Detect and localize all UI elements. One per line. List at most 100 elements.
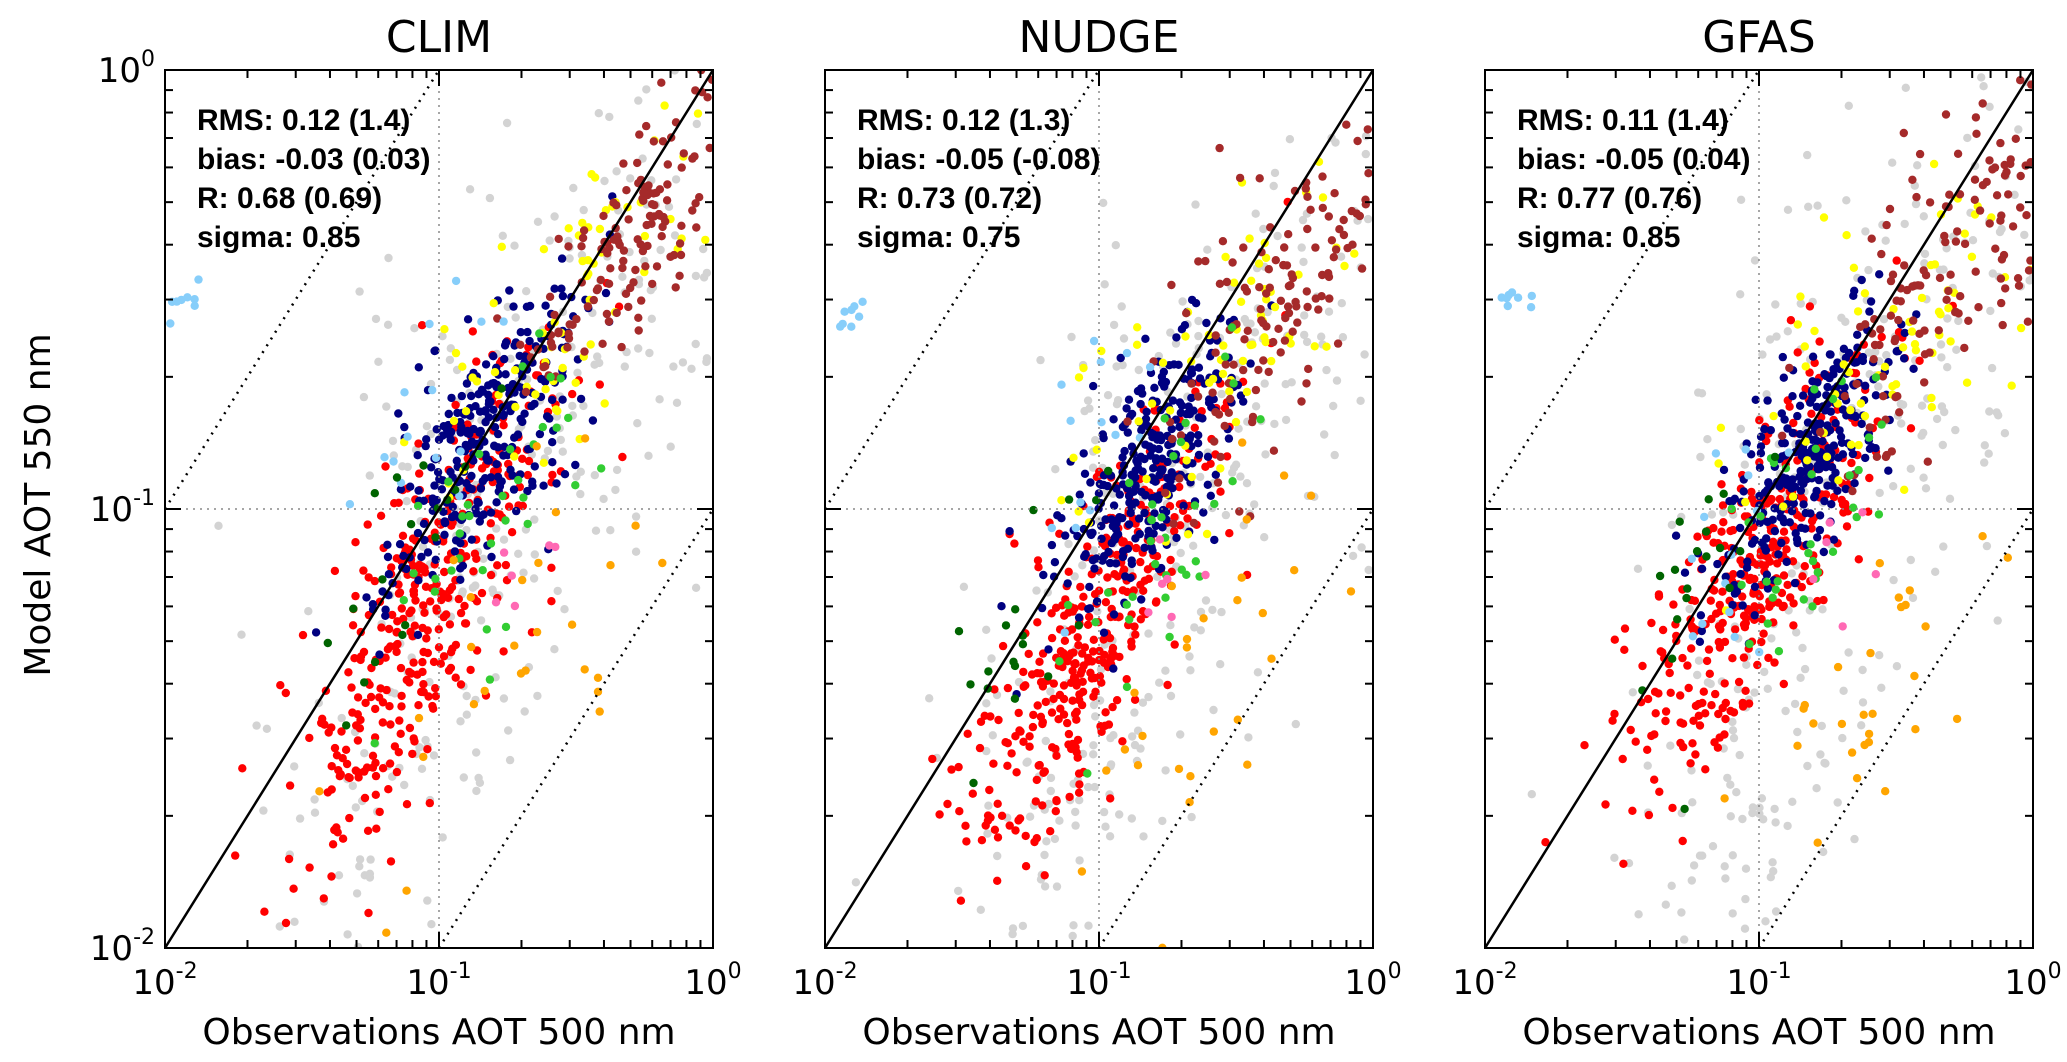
- data-point: [1170, 526, 1179, 536]
- data-point: [295, 814, 305, 823]
- data-point: [1335, 225, 1344, 234]
- data-point: [1741, 445, 1750, 454]
- data-point: [1944, 286, 1953, 296]
- data-point: [1801, 384, 1810, 394]
- data-point: [1191, 557, 1201, 566]
- data-point: [1892, 662, 1902, 671]
- data-point: [451, 348, 461, 358]
- data-point: [580, 665, 589, 674]
- data-point: [624, 215, 633, 224]
- data-point: [1793, 538, 1802, 548]
- data-point: [577, 242, 586, 251]
- data-point: [1032, 775, 1042, 785]
- data-point: [452, 456, 461, 465]
- data-point: [1497, 293, 1506, 302]
- data-point: [954, 886, 963, 896]
- data-point: [1176, 730, 1185, 739]
- data-point: [1038, 719, 1047, 729]
- data-point: [1919, 212, 1929, 221]
- data-point: [455, 529, 464, 538]
- data-point: [407, 606, 416, 615]
- data-point: [491, 598, 501, 607]
- data-point: [1661, 707, 1671, 716]
- data-point: [599, 494, 608, 504]
- data-point: [1172, 333, 1181, 342]
- data-point: [1993, 616, 2002, 625]
- data-point: [349, 604, 358, 613]
- data-point: [541, 385, 550, 394]
- data-point: [1086, 478, 1095, 487]
- data-point: [1686, 759, 1695, 768]
- data-point: [1839, 344, 1849, 353]
- data-point: [493, 472, 503, 482]
- data-point: [1756, 560, 1766, 569]
- data-point: [1036, 355, 1045, 365]
- data-point: [1097, 534, 1106, 543]
- data-point: [237, 630, 246, 639]
- data-point: [1834, 453, 1843, 462]
- data-point: [1867, 443, 1877, 452]
- data-point: [1167, 434, 1177, 444]
- stat-line: bias: -0.05 (0.04): [1517, 143, 1750, 176]
- data-point: [1760, 667, 1769, 677]
- data-point: [1644, 810, 1654, 820]
- data-point: [337, 727, 346, 736]
- data-point: [538, 422, 547, 432]
- data-point: [1063, 718, 1072, 728]
- data-point: [1619, 859, 1628, 868]
- data-point: [1849, 503, 1858, 512]
- data-point: [1833, 798, 1842, 807]
- data-point: [565, 254, 574, 263]
- data-point: [486, 473, 496, 482]
- data-point: [1831, 419, 1840, 428]
- data-point: [572, 472, 581, 481]
- data-point: [1118, 360, 1127, 370]
- data-point: [1070, 572, 1079, 581]
- data-point: [1231, 417, 1241, 427]
- data-point: [1190, 501, 1200, 510]
- data-point: [614, 237, 623, 246]
- data-point: [1099, 433, 1108, 443]
- data-point: [305, 863, 314, 872]
- data-point: [1049, 679, 1059, 688]
- data-point: [1771, 300, 1780, 309]
- data-point: [1717, 480, 1726, 489]
- data-point: [1874, 382, 1883, 391]
- data-point: [486, 519, 495, 528]
- data-point: [415, 564, 424, 574]
- data-point: [1978, 181, 1988, 190]
- data-point: [508, 471, 517, 480]
- data-point: [1099, 807, 1109, 817]
- data-point: [1311, 243, 1320, 252]
- data-point: [1105, 832, 1115, 841]
- data-point: [1980, 441, 1990, 450]
- data-point: [385, 759, 395, 768]
- data-point: [1221, 352, 1230, 361]
- data-point: [1259, 224, 1268, 234]
- data-point: [447, 566, 456, 575]
- data-point: [1214, 410, 1224, 419]
- data-point: [1935, 273, 1945, 283]
- data-point: [669, 362, 678, 371]
- data-point: [590, 471, 599, 480]
- data-point: [1046, 786, 1056, 796]
- data-point: [511, 402, 520, 412]
- data-point: [417, 687, 426, 697]
- data-point: [548, 438, 557, 447]
- data-point: [1096, 665, 1106, 674]
- data-point: [1789, 621, 1798, 630]
- data-point: [1756, 432, 1766, 441]
- data-point: [656, 245, 665, 255]
- data-point: [998, 641, 1008, 651]
- data-point: [1931, 567, 1940, 576]
- data-point: [1658, 625, 1668, 635]
- data-point: [368, 751, 378, 760]
- data-point: [378, 587, 387, 596]
- data-point: [518, 454, 527, 463]
- data-point: [262, 724, 272, 733]
- data-point: [1859, 710, 1868, 719]
- data-point: [981, 821, 990, 830]
- data-point: [1775, 494, 1785, 504]
- data-point: [451, 673, 460, 682]
